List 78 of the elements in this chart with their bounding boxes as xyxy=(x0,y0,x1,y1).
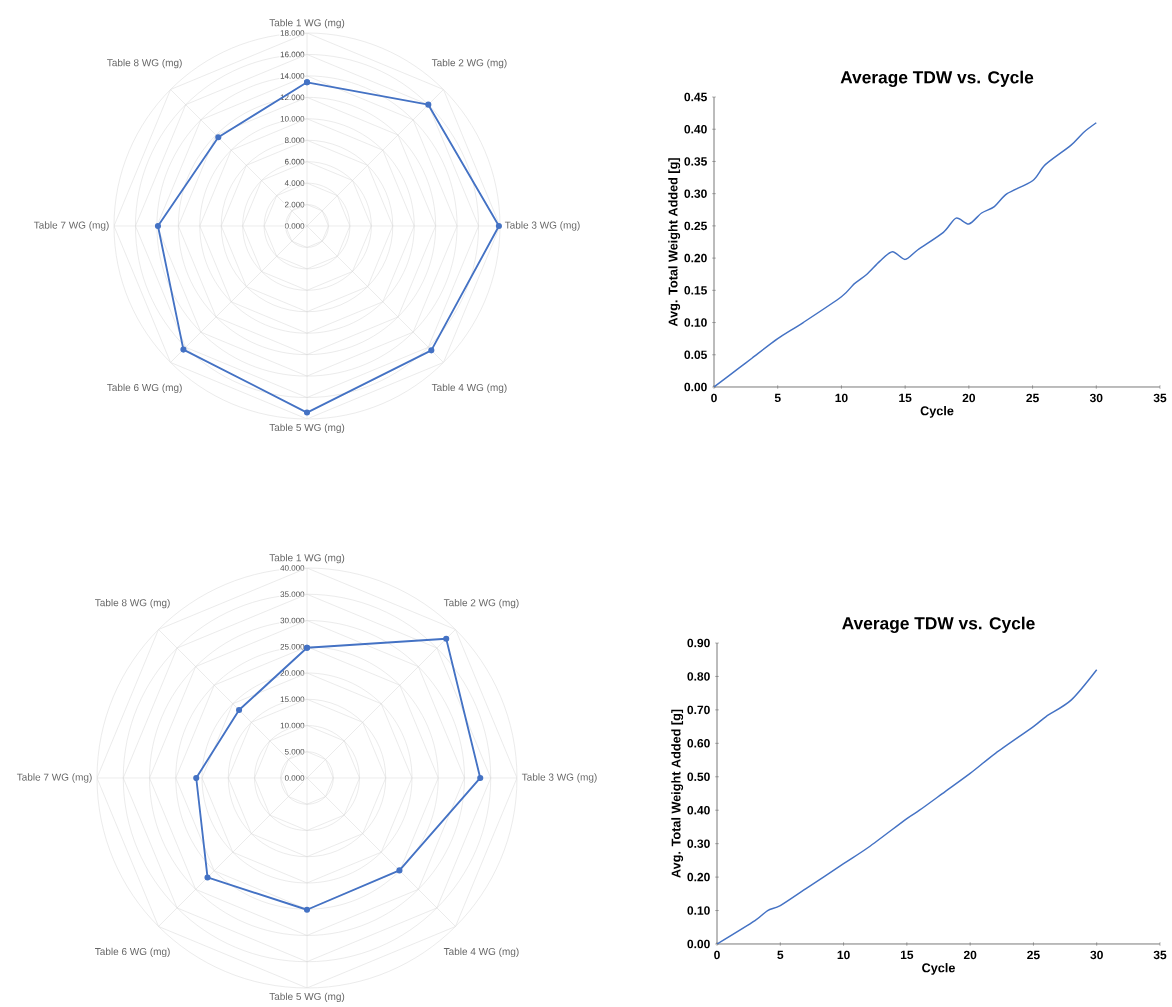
spoke-label: Table 8 WG (mg) xyxy=(95,598,170,609)
x-tick-label: 25 xyxy=(1027,950,1040,960)
y-tick-label: 5.000 xyxy=(284,748,305,755)
spoke-label: Table 7 WG (mg) xyxy=(33,221,109,231)
x-tick-label: 0 xyxy=(711,393,717,403)
x-tick-label: 25 xyxy=(1026,393,1039,403)
x-tick-label: 15 xyxy=(899,393,912,403)
x-tick-label: 5 xyxy=(777,950,784,960)
spoke-label: Table 1 WG (mg) xyxy=(269,553,345,564)
y-axis-title: Avg. Total Weight Added [g] xyxy=(671,709,684,878)
spoke-label: Table 3 WG (mg) xyxy=(521,773,597,783)
x-axis-title: Cycle xyxy=(920,406,954,418)
y-tick-label: 16.000 xyxy=(280,51,305,58)
x-tick-label: 30 xyxy=(1090,950,1103,960)
y-tick-label: 0.15 xyxy=(684,286,707,295)
y-tick-label: 0.30 xyxy=(684,189,707,198)
y-tick-label: 0.45 xyxy=(684,92,707,102)
y-tick-label: 10.000 xyxy=(280,722,305,729)
spoke-label: Table 6 WG (mg) xyxy=(107,383,182,394)
y-tick-label: 0.05 xyxy=(684,350,707,360)
y-tick-label: 0.90 xyxy=(687,638,710,648)
y-tick-label: 0.25 xyxy=(684,221,707,231)
spoke-label: Table 8 WG (mg) xyxy=(107,58,182,69)
y-tick-label: 4.000 xyxy=(284,180,305,186)
y-tick-label: 14.000 xyxy=(280,73,305,79)
x-tick-label: 20 xyxy=(963,950,977,960)
y-tick-label: 0.30 xyxy=(687,839,710,848)
y-tick-label: 18.000 xyxy=(280,30,305,36)
spoke-label: Table 3 WG (mg) xyxy=(504,221,580,231)
x-axis-title: Cycle xyxy=(922,963,955,975)
x-tick-label: 35 xyxy=(1153,950,1167,960)
y-tick-label: 0.20 xyxy=(684,253,707,263)
y-tick-label: 0.50 xyxy=(687,772,710,782)
x-tick-label: 10 xyxy=(837,950,850,960)
x-tick-label: 30 xyxy=(1089,393,1103,403)
line-series xyxy=(714,122,1098,387)
y-tick-label: 20.000 xyxy=(280,670,305,676)
y-tick-label: 6.000 xyxy=(284,158,305,165)
spoke-label: Table 7 WG (mg) xyxy=(16,773,92,783)
x-tick-label: 0 xyxy=(714,950,720,960)
y-tick-label: 0.80 xyxy=(687,672,710,681)
y-tick-label: 10.000 xyxy=(280,115,305,122)
y-tick-label: 0.00 xyxy=(684,382,707,392)
y-tick-label: 0.35 xyxy=(684,157,707,166)
x-tick-label: 20 xyxy=(962,393,976,403)
y-tick-label: 0.000 xyxy=(284,775,305,781)
y-tick-label: 0.10 xyxy=(684,318,707,327)
y-tick-label: 30.000 xyxy=(280,617,305,624)
y-tick-label: 8.000 xyxy=(284,137,305,144)
spoke-label: Table 4 WG (mg) xyxy=(443,947,519,958)
x-tick-label: 5 xyxy=(774,393,781,403)
chart-title: Average TDW vs. Cycle xyxy=(842,616,1035,633)
y-tick-label: 35.000 xyxy=(280,591,305,598)
y-tick-label: 0.10 xyxy=(687,906,710,915)
y-tick-label: 0.70 xyxy=(687,705,710,715)
x-tick-label: 35 xyxy=(1153,393,1167,403)
y-tick-label: 0.40 xyxy=(684,124,707,134)
y-tick-label: 0.20 xyxy=(687,872,710,882)
spoke-label: Table 5 WG (mg) xyxy=(269,992,345,1002)
spoke-label: Table 5 WG (mg) xyxy=(269,423,345,434)
line-series xyxy=(717,669,1098,944)
y-tick-label: 40.000 xyxy=(280,565,305,571)
chart-title: Average TDW vs. Cycle xyxy=(840,70,1034,87)
y-tick-label: 15.000 xyxy=(280,696,305,703)
spoke-label: Table 6 WG (mg) xyxy=(95,947,170,958)
spoke-label: Table 4 WG (mg) xyxy=(431,383,507,394)
y-tick-label: 0.40 xyxy=(687,805,710,815)
x-tick-label: 15 xyxy=(900,950,914,960)
y-tick-label: 0.00 xyxy=(687,939,710,949)
y-tick-label: 2.000 xyxy=(284,201,305,208)
spoke-label: Table 2 WG (mg) xyxy=(443,598,519,609)
spoke-label: Table 2 WG (mg) xyxy=(431,58,507,69)
x-tick-label: 10 xyxy=(835,393,848,403)
y-tick-label: 0.60 xyxy=(687,739,710,748)
y-axis-title: Avg. Total Weight Added [g] xyxy=(668,158,681,327)
spoke-label: Table 1 WG (mg) xyxy=(269,18,345,29)
y-tick-label: 25.000 xyxy=(280,643,305,650)
y-tick-label: 0.000 xyxy=(284,223,305,229)
